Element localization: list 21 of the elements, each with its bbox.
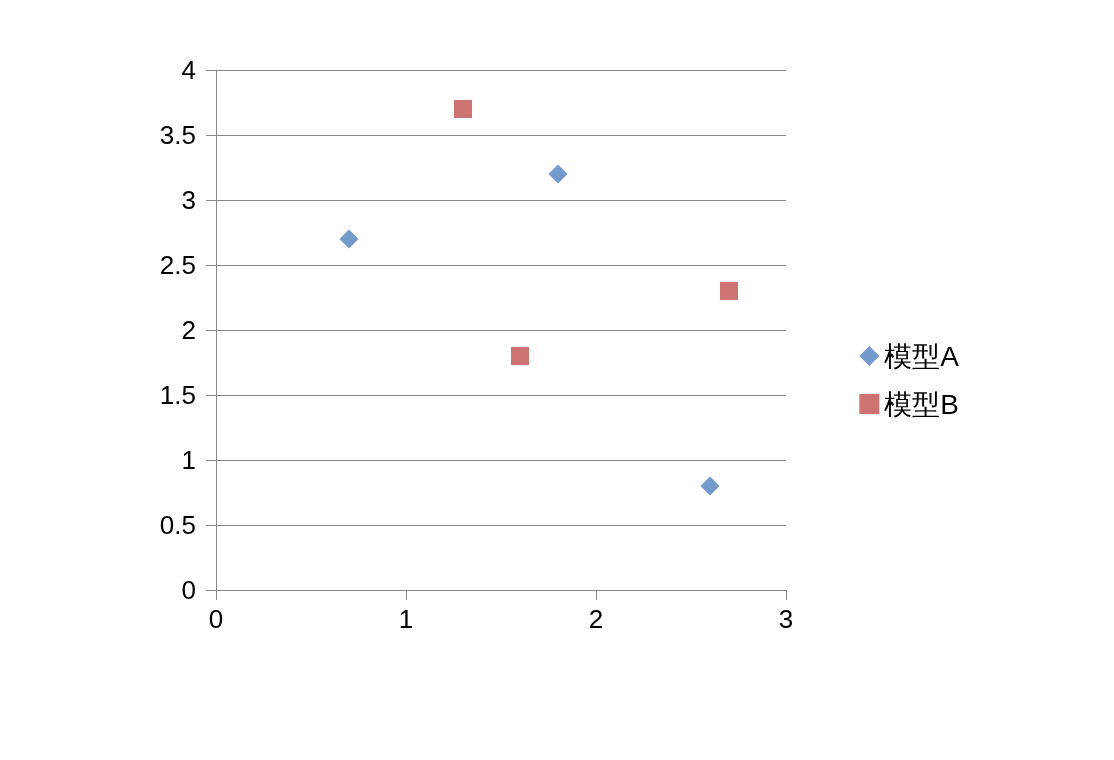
- x-tick-label: 3: [778, 604, 794, 634]
- x-tick-label: 0: [208, 604, 224, 634]
- y-tick-label: 1.5: [159, 380, 196, 410]
- x-tick-label: 1: [398, 604, 414, 634]
- point: [720, 282, 738, 300]
- y-tick-label: 1: [181, 445, 196, 475]
- y-tick-label: 2: [181, 315, 196, 345]
- legend-label: 模型B: [884, 388, 960, 420]
- y-tick-label: 3: [181, 185, 196, 215]
- point: [454, 100, 472, 118]
- point: [548, 164, 568, 184]
- y-tick-label: 0: [181, 575, 196, 605]
- point: [700, 476, 720, 496]
- y-tick-label: 4: [181, 55, 196, 85]
- point: [511, 347, 529, 365]
- point: [339, 229, 359, 249]
- y-tick-label: 0.5: [159, 510, 196, 540]
- legend-label: 模型A: [884, 340, 960, 372]
- x-tick-label: 2: [588, 604, 604, 634]
- y-tick-label: 2.5: [159, 250, 196, 280]
- y-tick-label: 3.5: [159, 120, 196, 150]
